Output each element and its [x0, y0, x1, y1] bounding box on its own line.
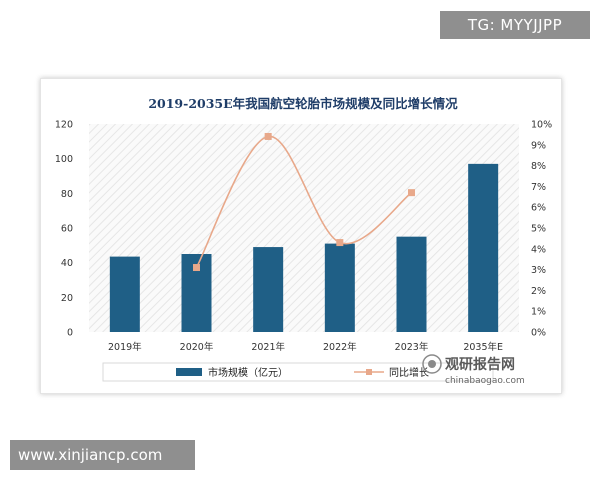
right-tick-label: 3%: [531, 265, 546, 276]
chart-card: 2019-2035E年我国航空轮胎市场规模及同比增长情况 0 20 40 60 80 10…: [40, 78, 562, 394]
right-tick-label: 6%: [531, 203, 546, 214]
category-label: 2020年: [180, 341, 214, 353]
legend-box: [102, 362, 494, 382]
bar-series: [109, 163, 499, 332]
right-tick-label: 5%: [531, 224, 546, 235]
left-tick-label: 100: [55, 154, 73, 165]
right-tick-label: 7%: [531, 182, 546, 193]
category-label: 2021年: [251, 341, 285, 353]
left-axis: 0 20 40 60 80 100 120: [55, 120, 73, 339]
watermark-logo-icon: [422, 354, 442, 374]
category-label: 2035年E: [463, 341, 503, 353]
left-tick-label: 0: [67, 328, 73, 339]
bar-3: [324, 243, 355, 332]
chart-title: 2019-2035E年我国航空轮胎市场规模及同比增长情况: [148, 96, 458, 111]
bar-4: [396, 236, 427, 332]
plot-area: [89, 124, 519, 332]
growth-marker-3: [336, 239, 344, 247]
legend-line-marker: [366, 369, 372, 375]
right-tick-label: 10%: [531, 120, 552, 131]
category-label: 2023年: [395, 341, 429, 353]
category-axis: 2019年 2020年 2021年 2022年 2023年 2035年E: [108, 341, 503, 353]
right-tick-label: 0%: [531, 328, 546, 339]
site-url-label: www.xinjiancp.com: [10, 440, 195, 470]
telegram-label: TG: MYYJJPP: [440, 11, 590, 39]
right-tick-label: 4%: [531, 244, 546, 255]
growth-marker-4: [408, 189, 415, 197]
right-tick-label: 8%: [531, 161, 546, 172]
right-tick-label: 1%: [531, 307, 546, 318]
category-label: 2022年: [323, 341, 357, 353]
growth-marker-1: [193, 264, 200, 272]
left-tick-label: 60: [61, 224, 73, 235]
watermark-url: chinabaogao.com: [445, 376, 525, 386]
growth-marker-2: [264, 132, 272, 140]
combo-chart: 2019-2035E年我国航空轮胎市场规模及同比增长情况 0 20 40 60 80 10…: [55, 96, 552, 386]
legend-bar-swatch: [176, 368, 202, 376]
legend: 市场规模（亿元） 同比增长: [102, 362, 494, 382]
watermark-logo-dot: [428, 360, 436, 368]
right-tick-label: 2%: [531, 286, 546, 297]
growth-line: [195, 135, 412, 268]
bar-5: [468, 163, 499, 332]
category-label: 2019年: [108, 341, 142, 353]
left-tick-label: 120: [55, 120, 73, 131]
bar-0: [109, 256, 140, 332]
legend-bar-label: 市场规模（亿元）: [208, 366, 288, 379]
left-tick-label: 80: [61, 189, 73, 200]
line-series: [193, 132, 415, 272]
right-tick-label: 9%: [531, 140, 546, 151]
legend-line-label: 同比增长: [389, 366, 429, 379]
right-axis: 0% 1% 2% 3% 4% 5% 6% 7% 8% 9% 10%: [531, 120, 552, 339]
left-tick-label: 40: [61, 258, 73, 269]
left-tick-label: 20: [61, 293, 73, 304]
watermark: 观研报告网 chinabaogao.com: [422, 354, 525, 386]
watermark-brand: 观研报告网: [445, 356, 515, 373]
bar-2: [253, 247, 284, 332]
